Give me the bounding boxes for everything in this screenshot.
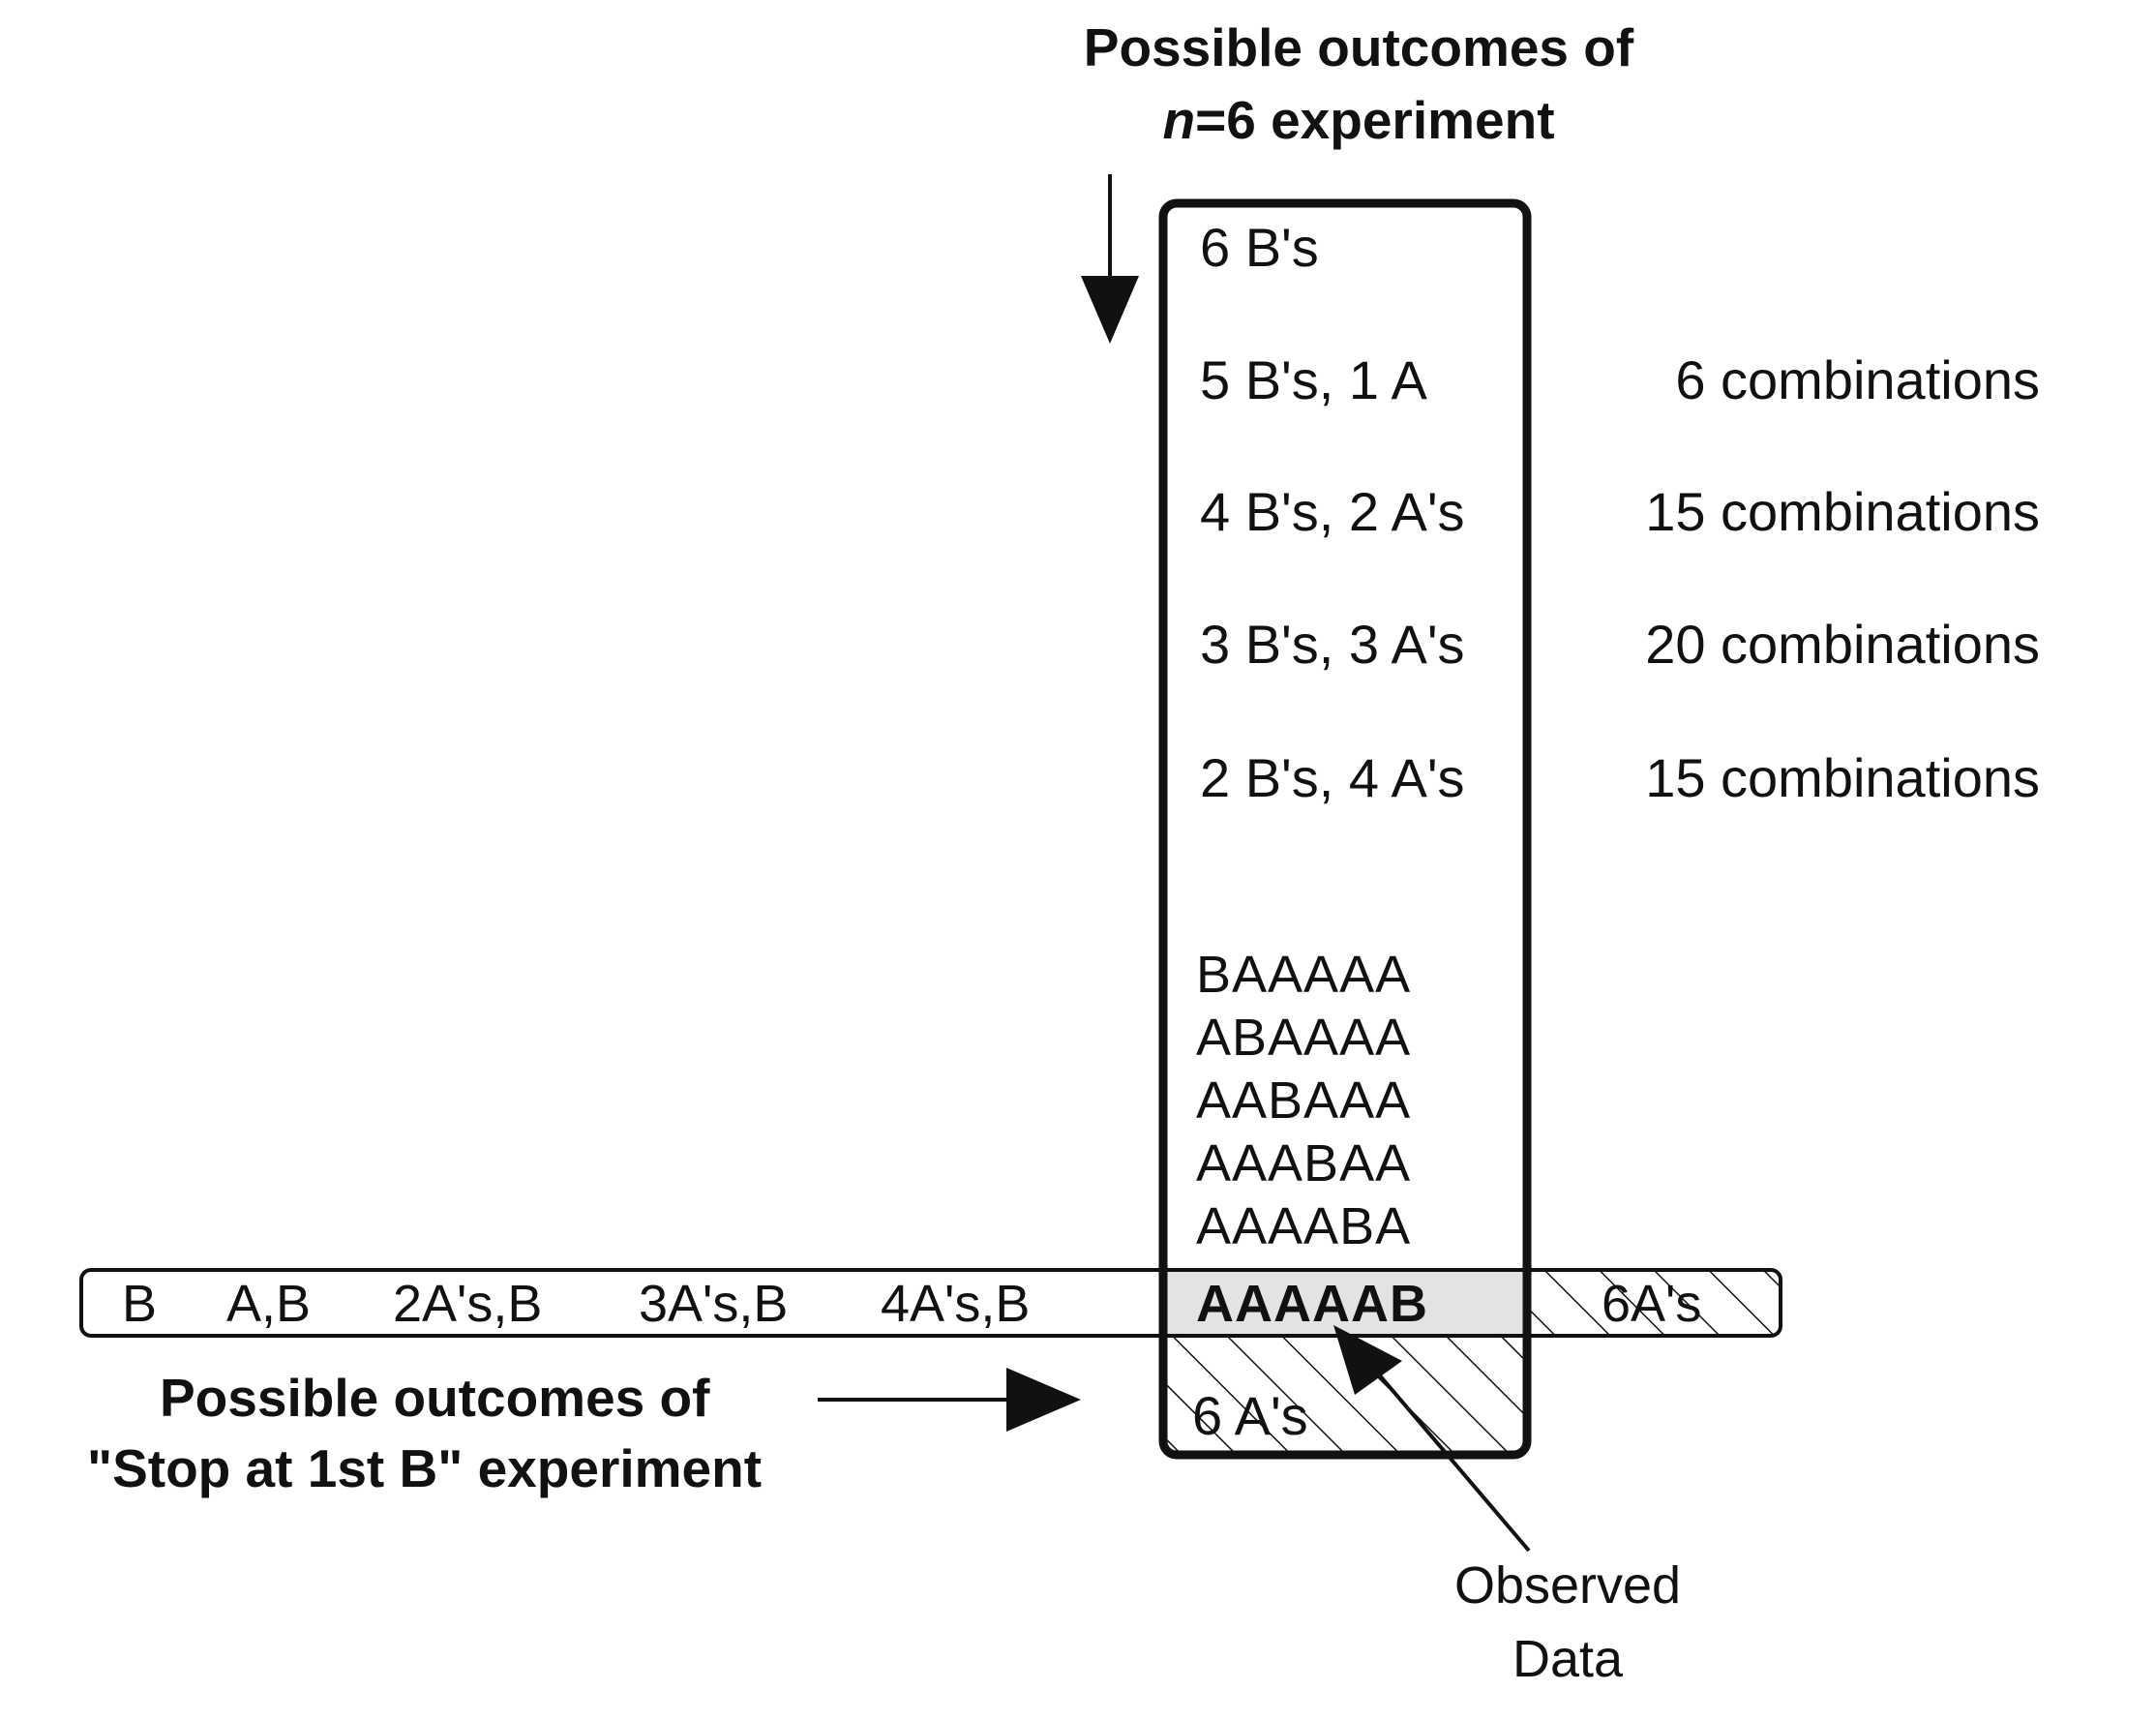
bar-right-label: 6A's: [1602, 1275, 1702, 1333]
hatched-region-bar: [1527, 1270, 1781, 1336]
n6-outcomes-box: [1158, 198, 1532, 1460]
combinations-label: 20 combinations: [1645, 614, 2040, 675]
bottom-label-line1: Possible outcomes of: [160, 1368, 710, 1428]
observed-sequence: AAAAAB: [1196, 1275, 1428, 1333]
top-label-line2-rest: =6 experiment: [1195, 90, 1555, 150]
top-label: Possible outcomes of n=6 experiment: [972, 12, 1746, 157]
bar-item: A,B: [226, 1275, 312, 1333]
bar-item: 4A's,B: [881, 1275, 1031, 1333]
stop-at-first-b-bar: [79, 1268, 1782, 1338]
observed-data-arrow: [1333, 1325, 1531, 1553]
sequence-item: ABAAAA: [1196, 1009, 1412, 1067]
top-label-line1: Possible outcomes of: [1083, 17, 1634, 77]
n-symbol: n: [1162, 90, 1196, 150]
bar-item: 3A's,B: [639, 1275, 789, 1333]
combinations-label: 15 combinations: [1645, 747, 2040, 808]
box-row-outcome: 4 B's, 2 A's: [1200, 481, 1465, 542]
box-row-outcome: 2 B's, 4 A's: [1200, 747, 1465, 808]
combinations-label: 6 combinations: [1675, 349, 2040, 410]
right-arrow: [818, 1368, 1081, 1432]
sequence-item: BAAAAA: [1196, 946, 1412, 1004]
top-label-line2: n=6 experiment: [972, 84, 1746, 157]
bottom-label-line2: "Stop at 1st B" experiment: [87, 1438, 763, 1498]
box-row-outcome: 3 B's, 3 A's: [1200, 614, 1465, 675]
box-bottom-label: 6 A's: [1192, 1385, 1308, 1446]
observed-cell-highlight: [1163, 1270, 1527, 1336]
observed-data-line2: Data: [1512, 1630, 1624, 1688]
sequence-item: AABAAA: [1196, 1072, 1412, 1130]
bar-item: 2A's,B: [393, 1275, 543, 1333]
combinations-label: 15 combinations: [1645, 481, 2040, 542]
observed-data-label: Observed Data: [1393, 1549, 1742, 1696]
bar-item: B: [122, 1275, 158, 1333]
sequence-item: AAAABA: [1196, 1197, 1412, 1255]
box-row-outcome: 5 B's, 1 A: [1200, 349, 1427, 410]
sequence-item: AAABAA: [1196, 1134, 1412, 1193]
box-row-outcome: 6 B's: [1200, 217, 1319, 278]
down-arrow: [1081, 174, 1139, 344]
observed-data-line1: Observed: [1453, 1556, 1682, 1615]
